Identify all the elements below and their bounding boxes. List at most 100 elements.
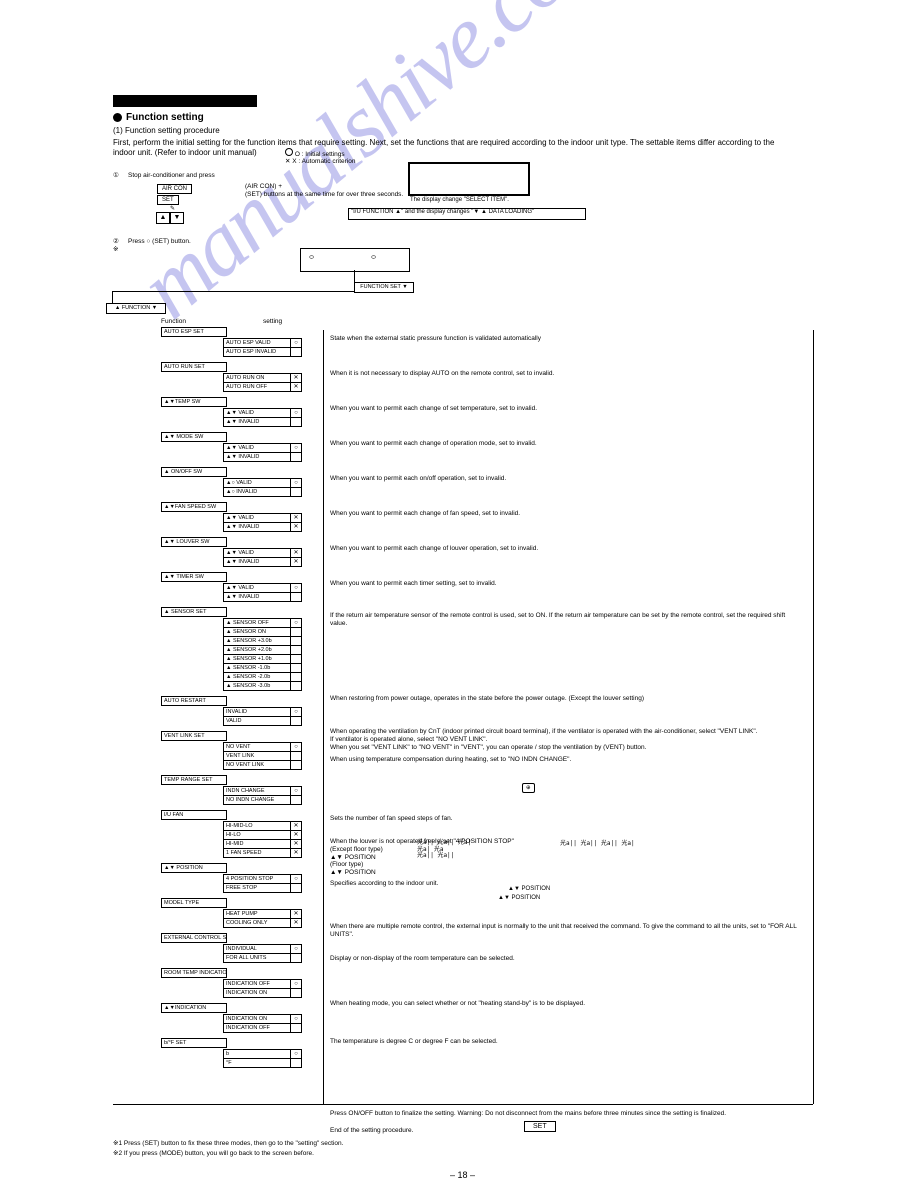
fn-mark: ✕ (291, 382, 302, 392)
fan-symbols-right: 光a|| 光a|| 光a|| 光a| (560, 840, 635, 847)
fn-name: ▲▼ LOUVER SW (161, 537, 227, 547)
fn-mark: ✕ (291, 848, 302, 858)
oval-iu: ⬭ (309, 255, 314, 262)
fn-name: ▲▼TEMP SW (161, 397, 227, 407)
asterisk-2: ※2 If you press (MODE) button, you will … (113, 1150, 314, 1158)
fn-desc: When using temperature compensation duri… (330, 756, 800, 764)
fn-mark: ✕ (291, 918, 302, 928)
fn-desc: When there are multiple remote control, … (330, 923, 800, 939)
button-cluster: AIR CON SET ✎ ▲▼ (156, 184, 193, 224)
fn-name: TEMP RANGE SET (161, 775, 227, 785)
fn-name: ROOM TEMP INDICATION SET (161, 968, 227, 978)
fn-group: ROOM TEMP INDICATION SETINDICATION OFF○I… (113, 968, 813, 997)
up-arrow-icon: ▲ (156, 212, 170, 224)
fn-desc: State when the external static pressure … (330, 335, 800, 343)
fn-name: ▲▼ POSITION (161, 863, 227, 873)
page: manualshive.com Function setting (1) Fun… (0, 0, 918, 1188)
step1-cont: (AIR CON) +(SET) buttons at the same tim… (245, 183, 403, 199)
fn-desc: When heating mode, you can select whethe… (330, 1000, 800, 1008)
fn-desc: When you want to permit each change of s… (330, 405, 800, 413)
fn-mark (291, 795, 302, 805)
select-box: ⬭ ⬭ (300, 248, 410, 272)
fn-desc: When you want to permit each change of f… (330, 510, 800, 518)
step1-row: ① (113, 172, 119, 180)
fn-setting: ▲▼ INVALID (223, 557, 291, 567)
fn-desc: The temperature is degree C or degree F … (330, 1038, 800, 1046)
fn-setting: ▲▼ INVALID (223, 522, 291, 532)
fn-mark (291, 988, 302, 998)
set-box-footer: SET (524, 1121, 556, 1132)
fn-mark (291, 883, 302, 893)
oval-fn: ⬭ (371, 255, 376, 262)
fn-name: MODEL TYPE (161, 898, 227, 908)
display-note: The display change "SELECT ITEM". (410, 197, 509, 204)
col-function-header: Function (113, 318, 263, 325)
fn-setting: INDICATION ON (223, 988, 291, 998)
fn-desc: When you want to permit each on/off oper… (330, 475, 800, 483)
fn-setting: FOR ALL UNITS (223, 953, 291, 963)
fn-name: ▲▼INDICATION (161, 1003, 227, 1013)
fn-mark (291, 592, 302, 602)
intro-text: First, perform the initial setting for t… (113, 138, 783, 159)
function-set-box: FUNCTION SET ▼ (354, 282, 414, 293)
display-panel (408, 162, 530, 196)
fn-setting: AUTO RUN OFF (223, 382, 291, 392)
fan-symbols-left: 光a|| 光a|| 光a| 光a| 光a 光a|| 光a|| (417, 840, 471, 860)
position-floor: ▲▼ POSITION (498, 895, 540, 902)
result-bar: "I/U FUNCTION ▲" and the display changes… (348, 208, 586, 220)
fn-setting: 1 FAN SPEED (223, 848, 291, 858)
fn-setting: °F (223, 1058, 291, 1068)
fn-setting: ▲▼ INVALID (223, 452, 291, 462)
subsection-title: (1) Function setting procedure (113, 126, 220, 135)
fn-mark (291, 417, 302, 427)
fn-setting: VALID (223, 716, 291, 726)
fn-desc: When you want to permit each change of o… (330, 440, 800, 448)
fn-setting: AUTO ESP INVALID (223, 347, 291, 357)
fn-name: ▲ ON/OFF SW (161, 467, 227, 477)
fn-mark (291, 760, 302, 770)
fn-name: ▲▼ TIMER SW (161, 572, 227, 582)
fn-name: EXTERNAL CONTROL SET (161, 933, 227, 943)
footer-note-1: Press ON/OFF button to finalize the sett… (330, 1110, 800, 1118)
legend-auto: ✕ X : Automatic criterion (285, 158, 356, 166)
fn-setting: INDICATION OFF (223, 1023, 291, 1033)
fn-desc: When restoring from power outage, operat… (330, 695, 800, 703)
fn-name: ▲▼ MODE SW (161, 432, 227, 442)
fn-setting: ▲ SENSOR -3.0b (223, 681, 291, 691)
fn-setting: NO INDN CHANGE (223, 795, 291, 805)
fn-name: AUTO ESP SET (161, 327, 227, 337)
step2-text: Press ○ (SET) button. (128, 238, 191, 246)
col-setting-header: setting (263, 318, 333, 325)
position-except: ▲▼ POSITION (508, 886, 550, 893)
fn-desc: When you want to permit each change of l… (330, 545, 800, 553)
section-title: Function setting (113, 112, 204, 123)
fn-setting: ▲▼ INVALID (223, 592, 291, 602)
fn-name: AUTO RESTART (161, 696, 227, 706)
footer-note-2: End of the setting procedure. (330, 1127, 413, 1135)
fn-setting: ▲▼ INVALID (223, 417, 291, 427)
fn-mark (291, 347, 302, 357)
fn-mark: ✕ (291, 557, 302, 567)
vent-icon: ⊕ (522, 783, 535, 793)
fn-desc: Specifies according to the indoor unit. (330, 880, 800, 888)
fn-mark (291, 487, 302, 497)
fn-desc: If the return air temperature sensor of … (330, 612, 800, 628)
fn-desc: When operating the ventilation by CnT (i… (330, 728, 800, 751)
fn-desc: When it is not necessary to display AUTO… (330, 370, 800, 378)
header-black-bar (113, 95, 257, 107)
fn-mark (291, 1058, 302, 1068)
fn-name: AUTO RUN SET (161, 362, 227, 372)
down-arrow-icon: ▼ (170, 212, 184, 224)
step1-text: Stop air-conditioner and press (128, 172, 648, 180)
fn-name: VENT LINK SET (161, 731, 227, 741)
fn-name: b/°F SET (161, 1038, 227, 1048)
fn-desc: When you want to permit each timer setti… (330, 580, 800, 588)
fn-mark (291, 716, 302, 726)
fn-desc: Display or non-display of the room tempe… (330, 955, 800, 963)
fn-group: TEMP RANGE SETINDN CHANGE○NO INDN CHANGE (113, 775, 813, 804)
fn-name: I/U FAN (161, 810, 227, 820)
fn-mark (291, 452, 302, 462)
fn-name: ▲▼FAN SPEED SW (161, 502, 227, 512)
fn-mark (291, 681, 302, 691)
function-root-box: ▲ FUNCTION ▼ (106, 303, 166, 314)
